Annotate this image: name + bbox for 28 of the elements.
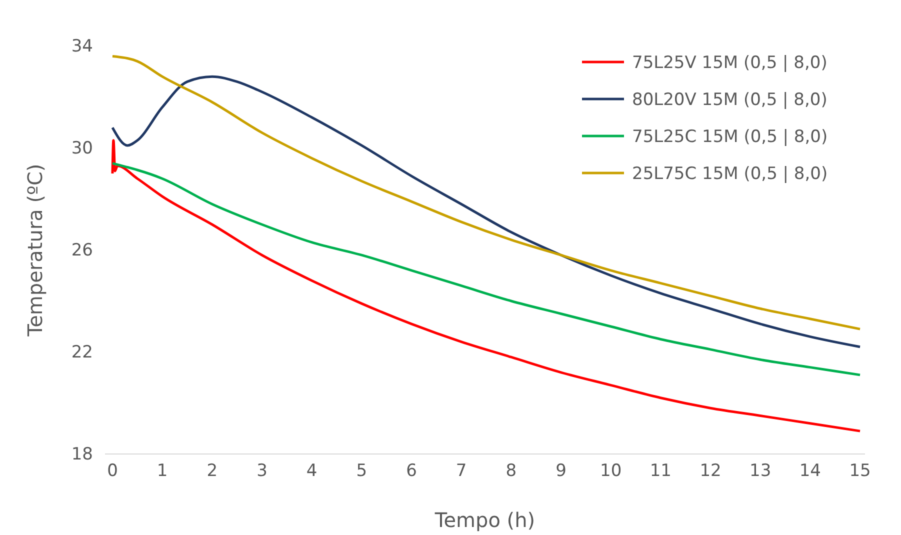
- x-tick-label: 7: [456, 461, 467, 482]
- x-tick-label: 3: [256, 461, 268, 482]
- x-tick-label: 14: [799, 461, 821, 482]
- y-tick-label: 34: [71, 36, 93, 56]
- legend-label: 75L25V 15M (0,5 | 8,0): [632, 53, 828, 73]
- y-tick-label: 30: [71, 138, 93, 158]
- legend-label: 25L75C 15M (0,5 | 8,0): [632, 164, 828, 184]
- x-tick-label: 13: [750, 461, 772, 482]
- x-tick-label: 1: [156, 461, 168, 482]
- x-tick-label: 9: [556, 461, 566, 482]
- x-tick-label: 4: [306, 461, 318, 482]
- legend-label: 75L25C 15M (0,5 | 8,0): [632, 127, 828, 147]
- x-tick-label: 11: [650, 461, 672, 482]
- x-tick-label: 10: [600, 461, 622, 482]
- x-tick-label: 0: [107, 461, 118, 482]
- line-series: [111, 162, 862, 376]
- x-axis-title: Tempo (h): [434, 508, 536, 532]
- legend-label: 80L20V 15M (0,5 | 8,0): [632, 90, 828, 110]
- y-tick-label: 26: [71, 240, 93, 260]
- x-tick-label: 8: [506, 461, 517, 482]
- x-tick-label: 5: [356, 461, 368, 482]
- y-tick-label: 22: [71, 342, 93, 362]
- x-tick-label: 15: [849, 461, 871, 482]
- x-tick-label: 12: [700, 461, 722, 482]
- x-tick-label: 2: [206, 461, 218, 482]
- y-axis-title: Temperatura (ºC): [23, 164, 47, 338]
- y-tick-label: 18: [71, 444, 93, 464]
- x-tick-label: 6: [406, 461, 417, 482]
